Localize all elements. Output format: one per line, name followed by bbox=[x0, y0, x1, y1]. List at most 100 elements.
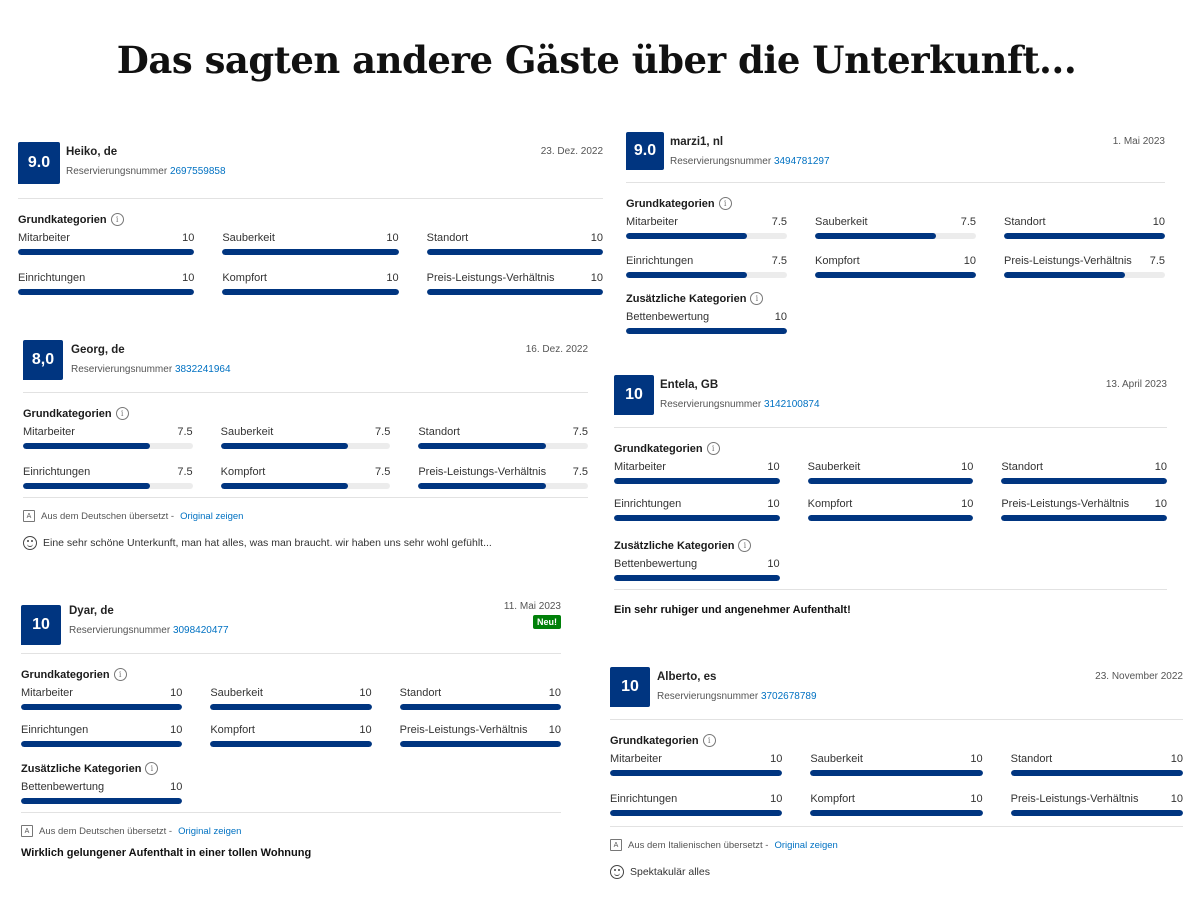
category-score-bar-fill bbox=[810, 810, 983, 816]
category-item: Standort 10 bbox=[399, 685, 561, 710]
category-score-bar bbox=[418, 483, 588, 489]
reviewer-name: Heiko, de bbox=[66, 146, 118, 158]
translation-note: A Aus dem Deutschen übersetzt - Original… bbox=[23, 510, 588, 522]
review-headline: Ein sehr ruhiger und angenehmer Aufentha… bbox=[614, 604, 851, 616]
page-title: Das sagten andere Gäste über die Unterku… bbox=[116, 38, 1077, 82]
core-categories-title: Grundkategorien i bbox=[610, 734, 1183, 747]
info-icon[interactable]: i bbox=[750, 292, 764, 305]
category-row: Mitarbeiter 10 bbox=[610, 751, 782, 767]
category-score-bar-fill bbox=[807, 515, 974, 521]
score-badge: 8,0 bbox=[23, 340, 63, 380]
category-score-bar-fill bbox=[1010, 810, 1183, 816]
category-grid: Mitarbeiter 10 Sauberkeit 10 Standort 10 Einri… bbox=[21, 685, 561, 747]
category-label: Bettenbewertung bbox=[626, 311, 710, 323]
category-score-bar bbox=[210, 704, 372, 710]
category-item: Standort 10 bbox=[1001, 459, 1167, 484]
category-score-bar bbox=[1001, 478, 1167, 484]
category-label: Preis-Leistungs-Verhältnis bbox=[1010, 793, 1139, 805]
extra-categories: Zusätzliche Kategorien i Bettenbewertung 1… bbox=[614, 539, 1167, 581]
category-score-bar-fill bbox=[21, 798, 183, 804]
smiley-icon bbox=[610, 865, 624, 879]
booking-number[interactable]: 3702678789 bbox=[760, 691, 817, 702]
category-label: Sauberkeit bbox=[807, 461, 861, 473]
category-score-bar bbox=[815, 233, 976, 239]
category-label: Einrichtungen bbox=[23, 466, 91, 478]
category-grid: Mitarbeiter 10 Sauberkeit 10 Standort 10 Einri… bbox=[610, 751, 1183, 816]
category-score-bar-fill bbox=[610, 770, 783, 776]
category-item: Sauberkeit 7.5 bbox=[815, 214, 976, 239]
category-row: Bettenbewertung 10 bbox=[626, 309, 787, 325]
review-card-georg: 8,0 Georg, de Reservierungsnummer 383224… bbox=[23, 340, 588, 550]
divider bbox=[18, 198, 603, 199]
booking-number[interactable]: 3832241964 bbox=[174, 364, 231, 375]
category-score: 10 bbox=[386, 272, 399, 284]
reviewer-name: Entela, GB bbox=[660, 379, 719, 391]
category-score-bar-fill bbox=[399, 704, 561, 710]
category-score-bar bbox=[222, 289, 399, 295]
category-label: Sauberkeit bbox=[222, 232, 275, 244]
review-card-marzi1: 9.0 marzi1, nl Reservierungsnummer 34947… bbox=[626, 132, 1165, 334]
category-item: Mitarbeiter 10 bbox=[614, 459, 780, 484]
core-categories-title: Grundkategorien i bbox=[23, 407, 588, 420]
category-label: Standort bbox=[1001, 461, 1043, 473]
category-row: Mitarbeiter 7.5 bbox=[626, 214, 787, 230]
review-date: 1. Mai 2023 bbox=[1112, 136, 1165, 147]
category-item: Kompfort 10 bbox=[222, 270, 399, 295]
category-grid: Mitarbeiter 7.5 Sauberkeit 7.5 Standort 7.5 Ei… bbox=[23, 424, 588, 489]
category-item: Sauberkeit 10 bbox=[222, 230, 399, 255]
category-score: 10 bbox=[170, 781, 183, 793]
info-icon[interactable]: i bbox=[706, 442, 720, 455]
category-score: 10 bbox=[963, 255, 976, 267]
category-score-bar-fill bbox=[610, 810, 783, 816]
booking-number[interactable]: 3494781297 bbox=[773, 156, 830, 167]
category-item: Einrichtungen 7.5 bbox=[23, 464, 193, 489]
category-label: Standort bbox=[426, 232, 469, 244]
category-item: Sauberkeit 7.5 bbox=[220, 424, 391, 449]
category-label: Sauberkeit bbox=[815, 216, 868, 228]
category-score-bar bbox=[610, 810, 783, 816]
info-icon[interactable]: i bbox=[738, 539, 752, 552]
info-icon[interactable]: i bbox=[113, 668, 127, 681]
category-score-bar bbox=[399, 741, 561, 747]
core-categories-title: Grundkategorien i bbox=[614, 442, 1167, 455]
category-row: Preis-Leistungs-Verhältnis 7.5 bbox=[418, 464, 588, 480]
review-date: 23. November 2022 bbox=[1095, 671, 1183, 682]
category-row: Kompfort 7.5 bbox=[221, 464, 391, 480]
show-original-link[interactable]: Original zeigen bbox=[180, 510, 244, 522]
category-label: Mitarbeiter bbox=[18, 232, 70, 244]
category-label: Bettenbewertung bbox=[614, 558, 698, 570]
show-original-link[interactable]: Original zeigen bbox=[178, 825, 242, 837]
category-score-bar bbox=[418, 443, 588, 449]
category-score: 10 bbox=[774, 311, 787, 323]
category-score: 7.5 bbox=[375, 426, 391, 438]
category-item: Preis-Leistungs-Verhältnis 10 bbox=[1001, 496, 1167, 521]
booking-number[interactable]: 3142100874 bbox=[763, 399, 820, 410]
category-score-bar bbox=[610, 770, 783, 776]
category-row: Preis-Leistungs-Verhältnis 10 bbox=[1001, 496, 1167, 512]
category-label: Bettenbewertung bbox=[21, 781, 105, 793]
category-score-bar bbox=[23, 443, 193, 449]
reviewer-name: Georg, de bbox=[71, 344, 125, 356]
info-icon[interactable]: i bbox=[145, 762, 159, 775]
show-original-link[interactable]: Original zeigen bbox=[774, 839, 838, 851]
category-score: 7.5 bbox=[771, 255, 787, 267]
category-row: Kompfort 10 bbox=[210, 722, 371, 738]
review-header: 10 Alberto, es Reservierungsnummer 37026… bbox=[610, 667, 1183, 715]
category-item: Standort 7.5 bbox=[418, 424, 588, 449]
category-row: Sauberkeit 10 bbox=[810, 751, 982, 767]
booking-number[interactable]: 3098420477 bbox=[172, 625, 229, 636]
score-badge: 9.0 bbox=[18, 142, 60, 184]
category-label: Kompfort bbox=[810, 793, 855, 805]
info-icon[interactable]: i bbox=[702, 734, 716, 747]
info-icon[interactable]: i bbox=[115, 407, 129, 420]
booking-number[interactable]: 2697559858 bbox=[169, 166, 226, 177]
category-score-bar-fill bbox=[614, 478, 780, 484]
info-icon[interactable]: i bbox=[110, 213, 124, 226]
info-icon[interactable]: i bbox=[718, 197, 732, 210]
review-header: 9.0 marzi1, nl Reservierungsnummer 34947… bbox=[626, 132, 1165, 180]
category-score: 10 bbox=[182, 272, 195, 284]
category-item: Kompfort 10 bbox=[807, 496, 974, 521]
reviewer-name: marzi1, nl bbox=[670, 136, 724, 148]
category-label: Sauberkeit bbox=[220, 426, 274, 438]
category-score: 10 bbox=[548, 724, 561, 736]
